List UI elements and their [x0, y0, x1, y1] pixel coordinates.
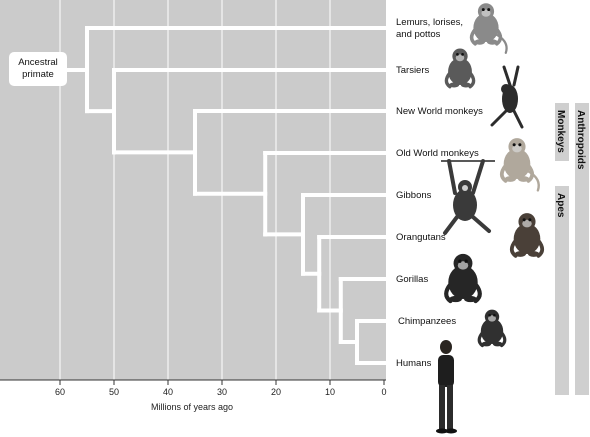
x-tick-label: 40	[163, 387, 173, 397]
apes-bar-label: Apes	[555, 193, 566, 218]
gorilla-illustration	[444, 253, 482, 304]
orangutan-illustration	[509, 213, 545, 258]
taxon-label: Gorillas	[396, 274, 428, 285]
taxon-label: New World monkeys	[396, 106, 483, 117]
x-tick-label: 10	[325, 387, 335, 397]
taxon-label: Lemurs, lorises, and pottos	[396, 17, 463, 40]
ancestral-primate-label: Ancestral primate	[9, 52, 67, 86]
spider-monkey-illustration	[490, 65, 524, 129]
apes-bar	[555, 186, 569, 395]
gibbon-illustration	[441, 159, 495, 235]
monkeys-bar	[555, 103, 569, 161]
lemur-illustration	[469, 3, 508, 54]
human-illustration	[436, 340, 457, 434]
x-axis-ticks: 60 50 40 30 20 10 0	[55, 380, 387, 397]
taxon-label: Chimpanzees	[398, 316, 456, 327]
x-tick-label: 60	[55, 387, 65, 397]
taxon-label: Tarsiers	[396, 65, 430, 76]
tarsier-illustration	[444, 48, 476, 89]
anthropoids-bar	[575, 103, 589, 395]
chimpanzee-illustration	[477, 309, 507, 348]
primate-illustrations	[436, 3, 545, 434]
x-tick-label: 20	[271, 387, 281, 397]
macaque-illustration	[499, 138, 540, 192]
taxon-labels: Lemurs, lorises, and pottos Tarsiers New Wo…	[396, 17, 483, 369]
taxon-label: Orangutans	[396, 232, 446, 243]
taxon-label: Old World monkeys	[396, 148, 479, 159]
x-tick-label: 0	[381, 387, 386, 397]
taxon-label: Gibbons	[396, 190, 432, 201]
monkeys-bar-label: Monkeys	[555, 110, 566, 153]
anthropoids-bar-label: Anthropoids	[575, 110, 586, 170]
x-tick-label: 30	[217, 387, 227, 397]
x-axis-title: Millions of years ago	[151, 402, 233, 412]
x-tick-label: 50	[109, 387, 119, 397]
taxon-label: Humans	[396, 358, 432, 369]
phylogenetic-tree	[64, 26, 386, 365]
